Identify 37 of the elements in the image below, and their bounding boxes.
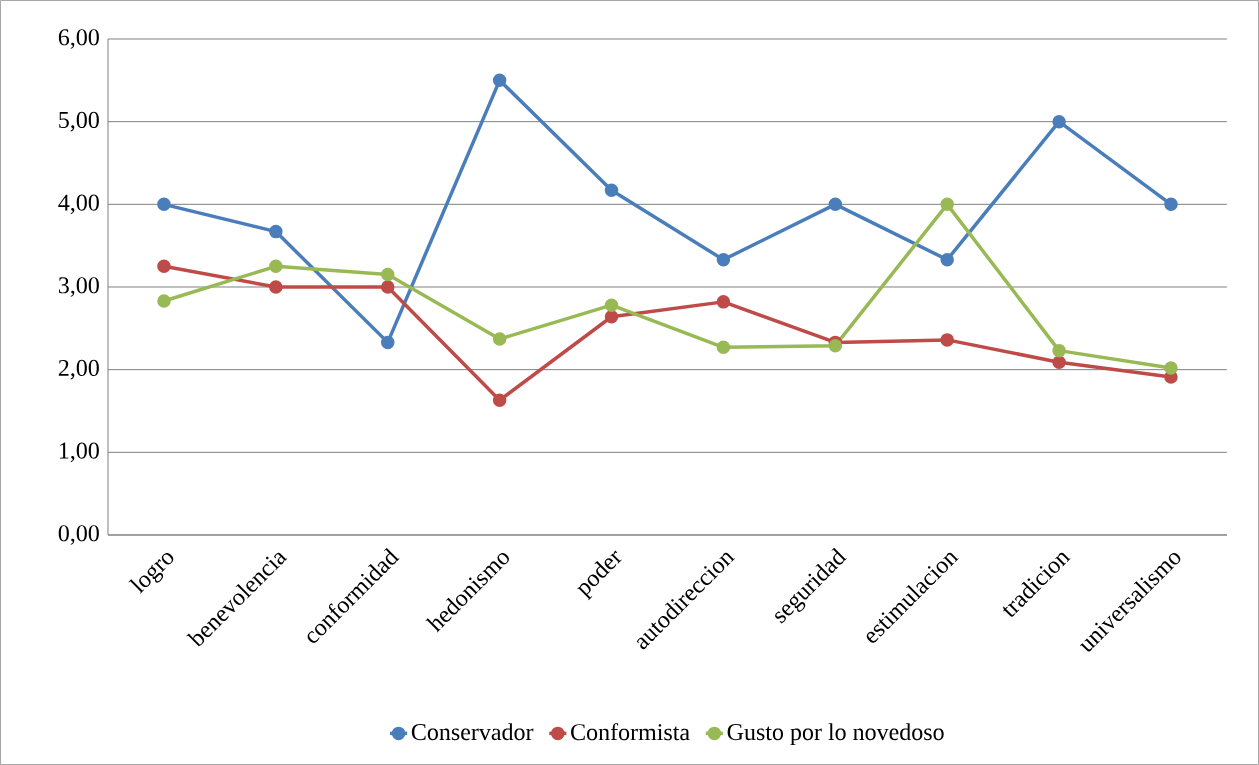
y-tick-label: 4,00 [58, 194, 99, 215]
y-tick-label: 2,00 [58, 359, 99, 380]
point [716, 295, 731, 309]
point [492, 73, 507, 88]
point [604, 310, 619, 324]
point [380, 280, 395, 294]
y-tick-label: 6,00 [58, 29, 99, 49]
point [828, 197, 843, 212]
point [269, 224, 283, 239]
point [1164, 197, 1178, 212]
legend-label: Conformista [571, 723, 690, 741]
point [492, 332, 507, 346]
y-tick-label: 5,00 [59, 111, 99, 132]
point [1164, 361, 1178, 375]
legend-label: Conservador [411, 723, 534, 741]
point [716, 252, 731, 267]
point [1052, 355, 1066, 369]
point [716, 340, 731, 355]
y-tick-label: 0,00 [58, 525, 99, 545]
point [1052, 343, 1066, 358]
point [940, 197, 954, 212]
y-tick-label: 3,00 [58, 277, 99, 297]
legend-label: Gusto por lo novedoso [727, 723, 944, 746]
point [157, 259, 171, 274]
point [380, 335, 395, 350]
point [940, 333, 954, 347]
point [380, 267, 395, 282]
point [157, 294, 171, 308]
point [1052, 114, 1066, 129]
point [157, 197, 171, 212]
point [269, 280, 283, 294]
point [940, 252, 954, 267]
point [492, 393, 507, 407]
point [604, 183, 619, 198]
point [604, 298, 619, 312]
point [269, 259, 283, 274]
y-tick-label: 1,00 [59, 442, 99, 463]
